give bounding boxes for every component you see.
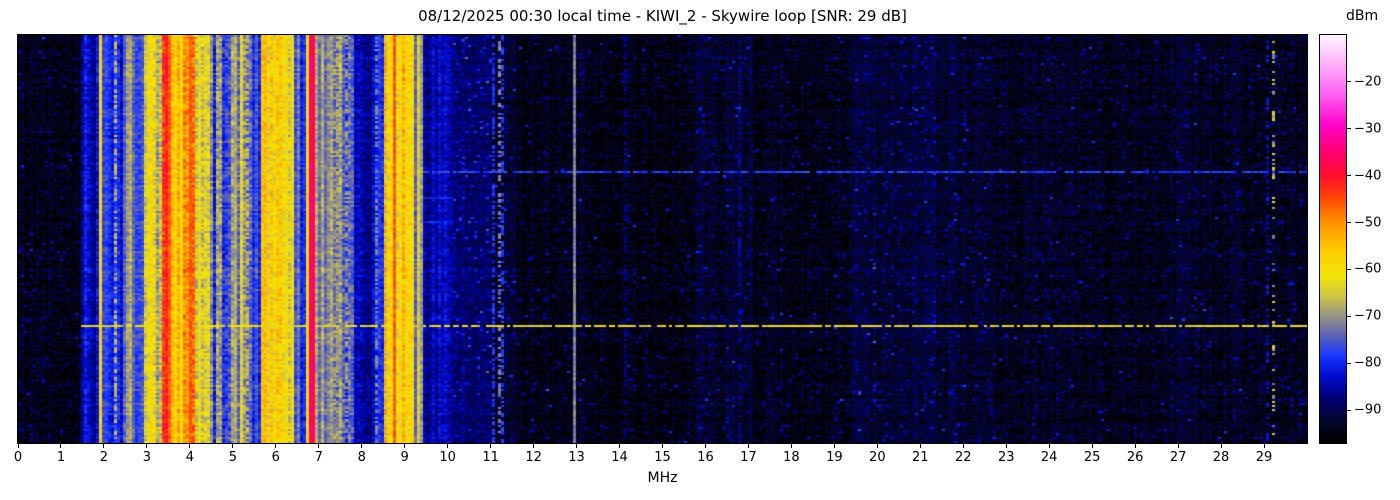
colorbar-tick-label: −70 — [1354, 308, 1382, 324]
x-tick-mark — [619, 444, 620, 448]
x-tick-mark — [748, 444, 749, 448]
x-tick-label: 27 — [1169, 450, 1187, 465]
x-tick-mark — [146, 444, 147, 448]
x-tick-mark — [1049, 444, 1050, 448]
x-tick-label: 16 — [697, 450, 714, 465]
x-tick-mark — [533, 444, 534, 448]
x-tick-label: 14 — [611, 450, 628, 465]
colorbar-tick-label: −50 — [1354, 215, 1382, 231]
chart-title: 08/12/2025 00:30 local time - KIWI_2 - S… — [418, 7, 907, 25]
x-tick-mark — [1006, 444, 1007, 448]
x-tick-mark — [490, 444, 491, 448]
x-tick-mark — [189, 444, 190, 448]
x-tick-mark — [963, 444, 964, 448]
x-tick-mark — [103, 444, 104, 448]
colorbar-tick-mark — [1347, 81, 1351, 82]
x-tick-label: 9 — [400, 450, 409, 465]
x-tick-label: 18 — [783, 450, 800, 465]
x-tick-mark — [18, 444, 19, 448]
colorbar-tick-mark — [1347, 175, 1351, 176]
x-tick-mark — [275, 444, 276, 448]
colorbar-tick-label: −40 — [1354, 168, 1382, 184]
x-tick-label: 2 — [99, 450, 109, 465]
colorbar-tick-label: −20 — [1354, 74, 1382, 90]
x-tick-mark — [834, 444, 835, 448]
x-tick-mark — [318, 444, 319, 448]
colorbar-tick-label: −90 — [1354, 402, 1382, 418]
x-tick-mark — [920, 444, 921, 448]
x-tick-label: 25 — [1083, 450, 1101, 465]
x-tick-label: 8 — [357, 450, 366, 465]
x-tick-label: 3 — [142, 450, 152, 465]
x-tick-label: 11 — [482, 450, 499, 465]
x-tick-label: 1 — [56, 450, 66, 465]
x-tick-label: 20 — [869, 450, 886, 465]
colorbar-tick-mark — [1347, 410, 1351, 411]
x-tick-mark — [1264, 444, 1265, 448]
x-tick-label: 4 — [185, 450, 194, 465]
colorbar-unit-label: dBm — [1346, 8, 1379, 24]
x-tick-mark — [1221, 444, 1222, 448]
colorbar-tick-label: −30 — [1354, 121, 1382, 137]
colorbar-tick-mark — [1347, 269, 1351, 270]
colorbar-tick-mark — [1347, 363, 1351, 364]
x-tick-label: 5 — [228, 450, 237, 465]
x-tick-mark — [791, 444, 792, 448]
x-tick-mark — [447, 444, 448, 448]
x-tick-label: 26 — [1126, 450, 1144, 465]
colorbar-tick-mark — [1347, 222, 1351, 223]
x-tick-label: 17 — [740, 450, 757, 465]
x-tick-label: 23 — [997, 450, 1015, 465]
x-axis-label: MHz — [647, 470, 678, 486]
x-tick-label: 6 — [271, 450, 280, 465]
x-tick-label: 13 — [568, 450, 585, 465]
x-tick-label: 29 — [1255, 450, 1273, 465]
x-tick-mark — [576, 444, 577, 448]
colorbar-tick-mark — [1347, 316, 1351, 317]
x-tick-mark — [232, 444, 233, 448]
x-tick-label: 24 — [1040, 450, 1058, 465]
x-tick-label: 0 — [13, 450, 23, 465]
x-tick-mark — [361, 444, 362, 448]
x-tick-mark — [705, 444, 706, 448]
colorbar-tick-label: −60 — [1354, 261, 1382, 277]
x-tick-label: 28 — [1212, 450, 1230, 465]
x-tick-mark — [1178, 444, 1179, 448]
x-tick-label: 10 — [439, 450, 456, 465]
x-tick-label: 21 — [912, 450, 929, 465]
colorbar-tick-label: −80 — [1354, 355, 1382, 371]
x-tick-mark — [404, 444, 405, 448]
colorbar-canvas — [1319, 34, 1347, 444]
x-tick-label: 12 — [525, 450, 542, 465]
x-tick-mark — [60, 444, 61, 448]
x-tick-mark — [1135, 444, 1136, 448]
x-tick-label: 15 — [654, 450, 671, 465]
x-tick-label: 7 — [314, 450, 323, 465]
spectrogram-canvas — [17, 34, 1308, 444]
x-tick-mark — [877, 444, 878, 448]
x-tick-mark — [662, 444, 663, 448]
colorbar-tick-mark — [1347, 128, 1351, 129]
x-tick-label: 19 — [826, 450, 843, 465]
x-tick-mark — [1092, 444, 1093, 448]
x-tick-label: 22 — [954, 450, 972, 465]
